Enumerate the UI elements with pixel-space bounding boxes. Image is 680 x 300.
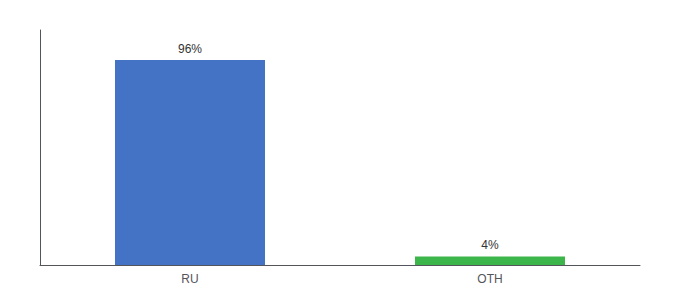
svg-text:96%: 96% — [178, 42, 202, 56]
svg-text:RU: RU — [181, 272, 198, 286]
svg-text:4%: 4% — [481, 238, 499, 252]
svg-text:OTH: OTH — [477, 272, 502, 286]
